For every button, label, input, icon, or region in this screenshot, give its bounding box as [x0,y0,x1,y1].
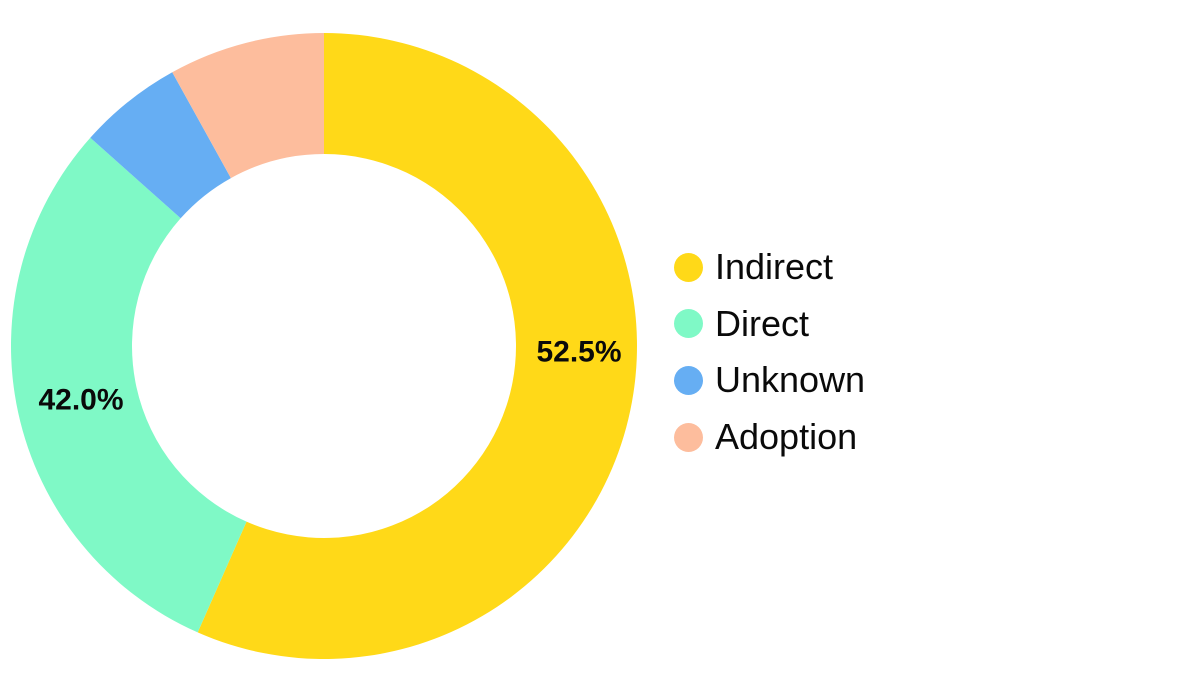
legend-label-adoption: Adoption [715,416,858,458]
legend-item-indirect[interactable]: Indirect [674,239,865,296]
value-label-direct: 42.0% [38,384,123,417]
donut-value-labels: 52.5% 42.0% [38,336,621,417]
value-label-indirect: 52.5% [536,336,621,369]
legend-swatch-adoption-icon [674,422,703,452]
legend-swatch-unknown-icon [674,365,703,395]
legend-item-direct[interactable]: Direct [674,296,865,353]
slice-unknown[interactable] [90,72,231,219]
legend-label-indirect: Indirect [715,246,834,288]
slice-adoption[interactable] [172,33,324,179]
legend-swatch-direct-icon [674,309,703,339]
legend-item-adoption[interactable]: Adoption [674,409,865,466]
slice-direct[interactable] [10,137,247,633]
legend-swatch-indirect-icon [674,252,703,282]
donut-slices [10,33,638,659]
chart-legend: Indirect Direct Unknown Adoption [674,239,865,465]
legend-label-unknown: Unknown [715,359,866,401]
legend-item-unknown[interactable]: Unknown [674,352,865,409]
slice-indirect[interactable] [197,33,638,659]
legend-label-direct: Direct [715,302,810,344]
